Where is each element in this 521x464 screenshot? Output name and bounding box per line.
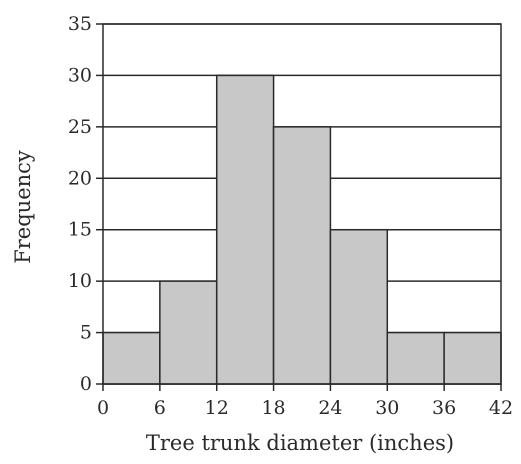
x-tick-label-18: 18	[261, 397, 285, 419]
y-tick-label-10: 10	[68, 270, 92, 292]
bars	[102, 74, 502, 385]
y-tick-label-15: 15	[68, 219, 92, 241]
y-tick-label-5: 5	[80, 322, 92, 344]
x-tick-label-36: 36	[432, 397, 456, 419]
x-tick-label-24: 24	[318, 397, 342, 419]
x-axis-title: Tree trunk diameter (inches)	[146, 431, 454, 455]
bar-0-6	[102, 331, 161, 385]
y-tick-label-20: 20	[68, 167, 92, 189]
x-tick-label-30: 30	[375, 397, 399, 419]
tick-labels: 0 5 10 15 20 25 30 35 0 6 12 18 24 30 36 42	[68, 13, 513, 419]
bar-30-36	[386, 331, 445, 385]
plot-frame	[102, 23, 502, 385]
bar-6-12	[159, 280, 218, 385]
bar-36-42	[443, 331, 502, 385]
bar-24-30	[329, 228, 389, 385]
y-tick-label-35: 35	[68, 13, 92, 35]
y-axis-title: Frequency	[11, 150, 35, 264]
y-tick-label-0: 0	[80, 373, 92, 395]
x-tick-label-6: 6	[154, 397, 166, 419]
x-tick-label-0: 0	[97, 397, 109, 419]
bar-12-18	[215, 74, 275, 385]
axes	[96, 23, 502, 391]
bar-18-24	[272, 126, 332, 385]
y-tick-label-25: 25	[68, 116, 92, 138]
x-tick-label-12: 12	[205, 397, 229, 419]
y-tick-label-30: 30	[68, 64, 92, 86]
x-tick-label-42: 42	[489, 397, 513, 419]
